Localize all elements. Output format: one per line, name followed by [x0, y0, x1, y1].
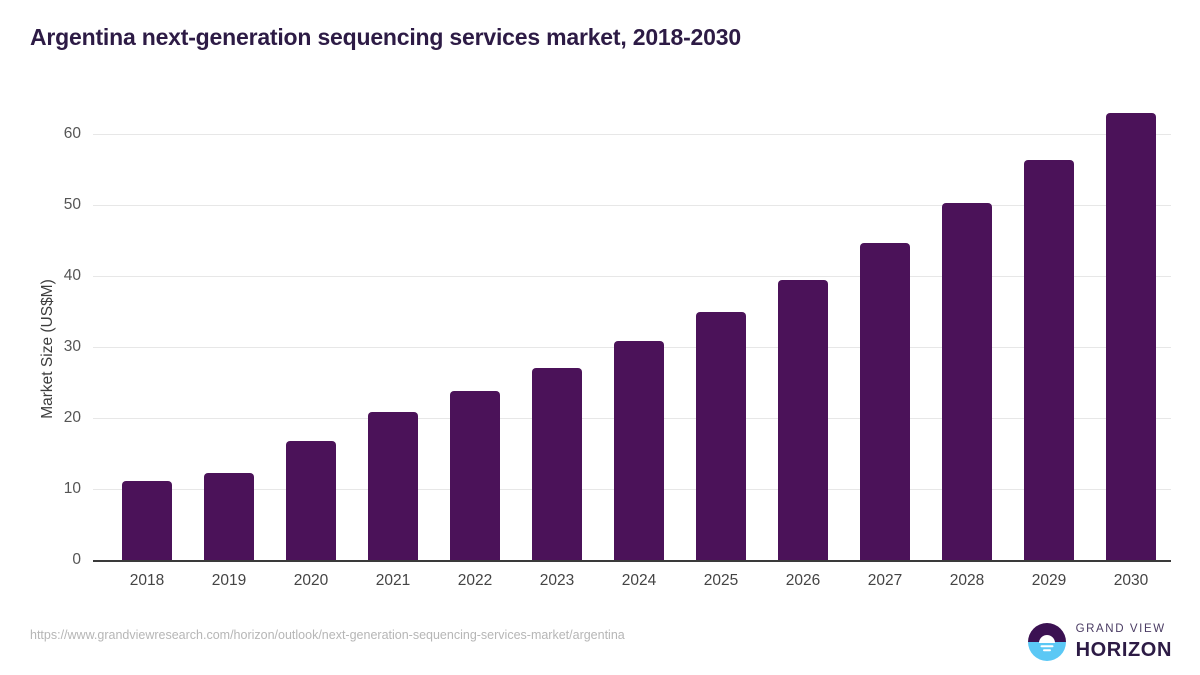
x-tick-label-2022: 2022 [457, 572, 493, 589]
bar-2019[interactable] [204, 472, 254, 560]
bar-2023[interactable] [532, 367, 582, 560]
bar-2030[interactable] [1106, 112, 1156, 560]
x-tick-label-2028: 2028 [949, 572, 985, 589]
x-axis-baseline [93, 560, 1171, 562]
x-tick-label-2018: 2018 [129, 572, 165, 589]
x-tick-label-2029: 2029 [1031, 572, 1067, 589]
bar-2018[interactable] [122, 481, 172, 560]
logo-line-grand-view: GRAND VIEW [1075, 623, 1166, 636]
y-tick-label: 10 [63, 480, 81, 497]
y-tick-label: 50 [63, 196, 81, 213]
x-tick-label-2026: 2026 [785, 572, 821, 589]
bar-2026[interactable] [778, 279, 828, 560]
gridline [93, 276, 1171, 277]
logo-text: GRAND VIEW HORIZON [1076, 624, 1172, 660]
x-tick-label-2023: 2023 [539, 572, 575, 589]
gridline [93, 205, 1171, 206]
x-tick-label-2027: 2027 [867, 572, 903, 589]
y-tick-label: 20 [63, 409, 81, 426]
y-tick-label: 30 [63, 338, 81, 355]
bar-2029[interactable] [1024, 159, 1074, 560]
bar-2021[interactable] [368, 412, 418, 560]
x-tick-label-2024: 2024 [621, 572, 657, 589]
bar-2020[interactable] [286, 441, 336, 560]
y-tick-label: 0 [72, 551, 81, 568]
bar-2024[interactable] [614, 340, 664, 560]
x-tick-label-2020: 2020 [293, 572, 329, 589]
page-title: Argentina next-generation sequencing ser… [30, 24, 741, 50]
y-tick-label: 40 [63, 267, 81, 284]
x-tick-label-2025: 2025 [703, 572, 739, 589]
horizon-sun-icon [1027, 622, 1067, 662]
x-tick-label-2030: 2030 [1113, 572, 1149, 589]
bar-2028[interactable] [942, 202, 992, 560]
bar-2027[interactable] [860, 243, 910, 560]
x-tick-label-2021: 2021 [375, 572, 411, 589]
brand-logo: GRAND VIEW HORIZON [1027, 622, 1172, 662]
gridline [93, 134, 1171, 135]
y-tick-label: 60 [63, 125, 81, 142]
bar-2022[interactable] [450, 391, 500, 560]
logo-line-horizon: HORIZON [1075, 638, 1172, 661]
bar-2025[interactable] [696, 312, 746, 560]
source-url[interactable]: https://www.grandviewresearch.com/horizo… [30, 628, 625, 642]
x-tick-label-2019: 2019 [211, 572, 247, 589]
